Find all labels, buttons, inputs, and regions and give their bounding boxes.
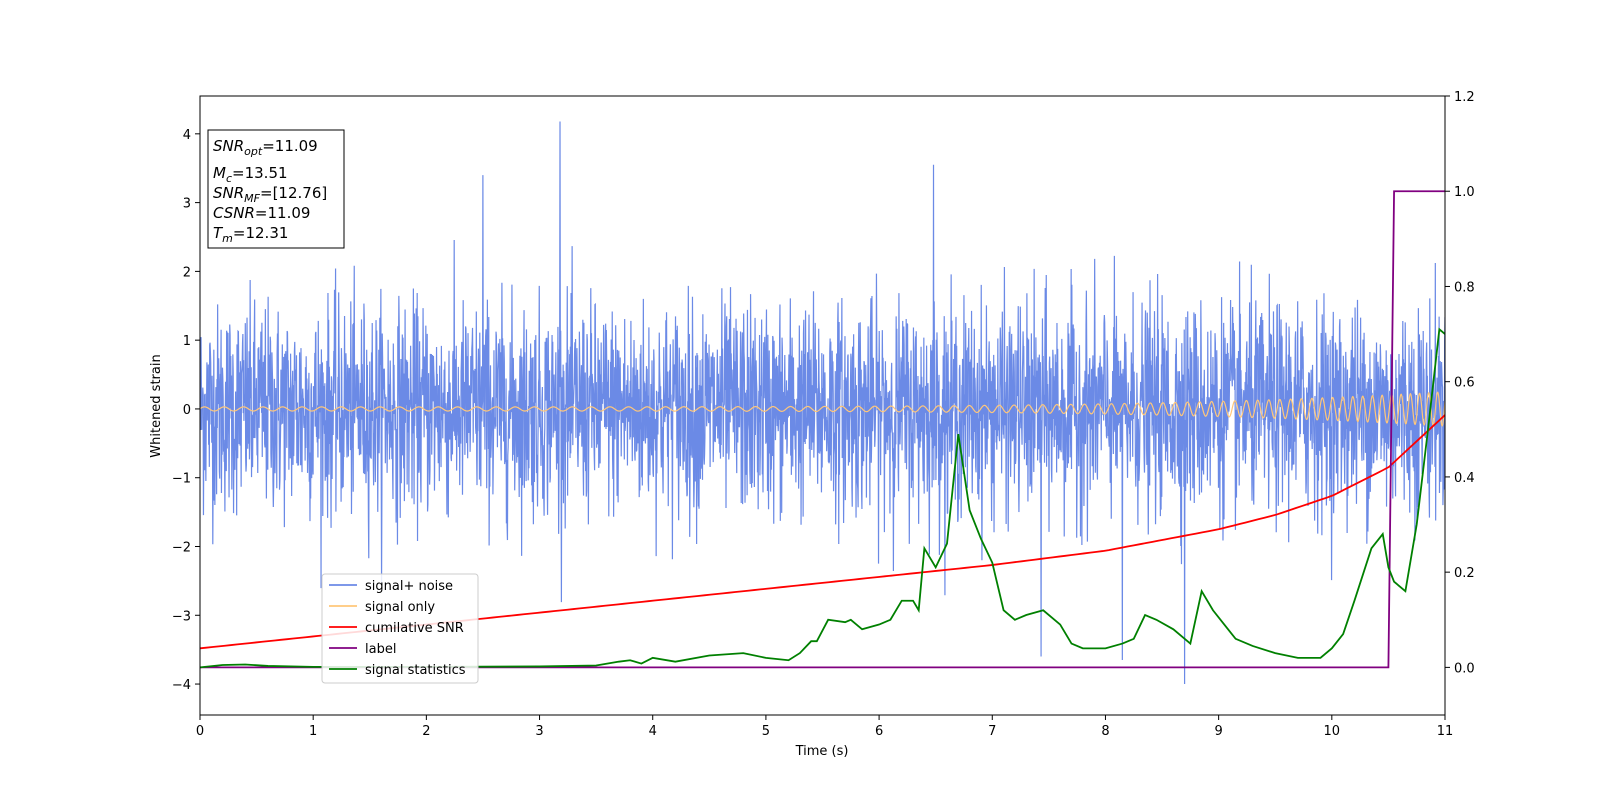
annotation-frame [207,129,345,249]
x-tick-label: 4 [649,724,657,739]
label-line [200,190,1445,669]
y2-tick-label: 0.2 [1454,566,1475,581]
y2-tick-label: 0.8 [1454,280,1475,295]
x-tick-label: 10 [1324,724,1341,739]
annotation-snr-opt: SNRopt=11.09 [213,137,318,158]
y-tick-label: 4 [183,128,191,143]
y-tick-label: 1 [183,334,191,349]
legend-label-signal-only: signal only [365,600,435,615]
x-tick-label: 0 [196,724,204,739]
annotation-tm: Tm=12.31 [213,224,288,245]
y2-tick-label: 1.2 [1454,90,1475,105]
annotation-snr-mf: SNRMF=[12.76] [213,184,327,205]
x-tick-label: 2 [422,724,430,739]
signal-statistics-line [200,327,1445,669]
x-tick-label: 1 [309,724,317,739]
y-tick-label: −1 [172,472,191,487]
x-tick-label: 11 [1437,724,1454,739]
y2-tick-label: 0.0 [1454,661,1475,676]
y-tick-label: 2 [183,265,191,280]
x-axis: 0 1 2 3 4 5 6 7 8 9 10 11 [196,715,1453,739]
legend-label-label: label [365,642,396,657]
y-tick-label: 3 [183,197,191,212]
y2-tick-label: 1.0 [1454,185,1475,200]
x-tick-label: 8 [1101,724,1109,739]
x-axis-label: Time (s) [795,744,849,759]
x-tick-label: 3 [535,724,543,739]
x-tick-label: 6 [875,724,883,739]
x-tick-label: 5 [762,724,770,739]
y2-tick-label: 0.6 [1454,376,1475,391]
y-axis-label: Whitened strain [149,354,164,457]
y-tick-label: −2 [172,540,191,555]
x-tick-label: 9 [1214,724,1222,739]
signal-noise-line [200,121,1445,685]
y-tick-label: −4 [172,678,191,693]
legend-label-cumulative-snr: cumilative SNR [365,621,464,636]
plot-frame [199,95,1446,716]
annotation-mc: Mc=13.51 [213,164,288,185]
legend: signal+ noise signal only cumilative SNR… [321,573,479,684]
legend-label-signal-noise: signal+ noise [365,579,453,594]
y-tick-label: 0 [183,403,191,418]
x-tick-label: 7 [988,724,996,739]
y2-tick-label: 0.4 [1454,471,1475,486]
stats-annotation: SNRopt=11.09 Mc=13.51 SNRMF=[12.76] CSNR… [207,129,345,249]
legend-frame [321,573,479,684]
y-tick-label: −3 [172,609,191,624]
y-axis-right: 0.0 0.2 0.4 0.6 0.8 1.0 1.2 [1445,90,1475,676]
signal-only-line [200,391,1445,427]
legend-label-signal-statistics: signal statistics [365,663,466,678]
y-axis-left: −4 −3 −2 −1 0 1 2 3 4 [172,128,200,693]
annotation-csnr: CSNR=11.09 [213,204,310,222]
